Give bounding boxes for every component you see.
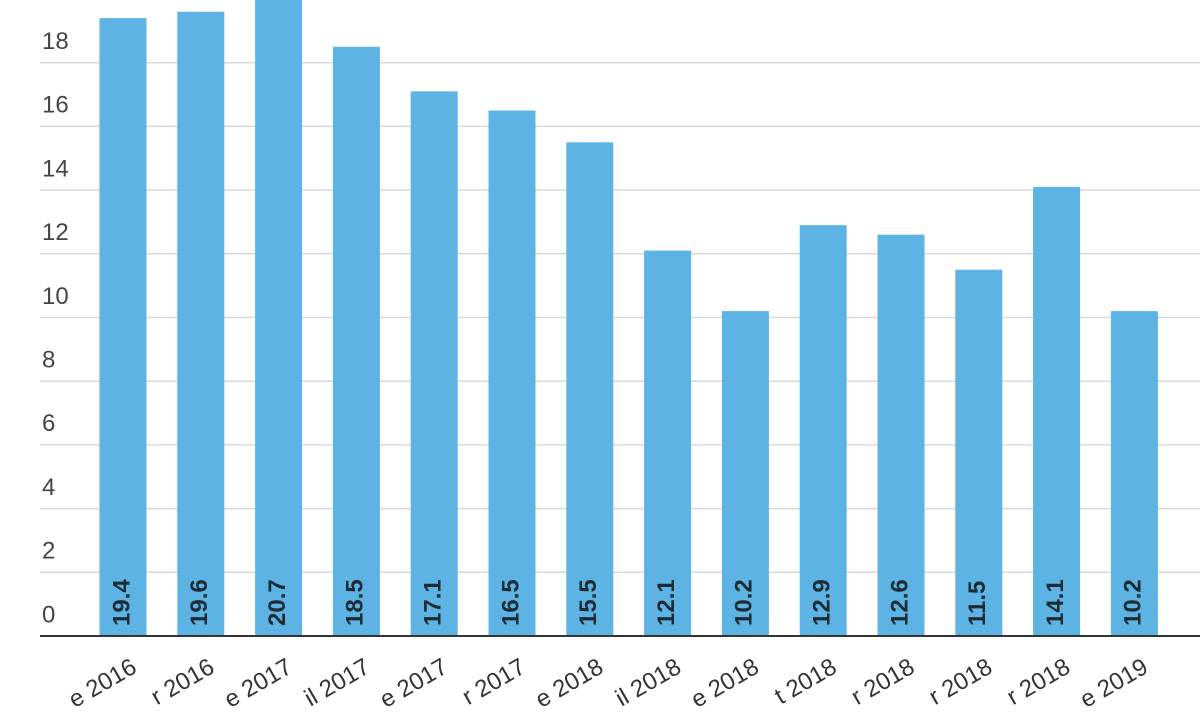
y-tick-label: 12 — [42, 219, 69, 246]
value-label: 19.4 — [108, 579, 135, 626]
x-tick-label: e 2019 — [1076, 653, 1153, 713]
bar — [488, 110, 536, 637]
x-tick-label: e 2018 — [687, 653, 764, 713]
y-tick-label: 18 — [42, 28, 69, 55]
value-label: 14.1 — [1042, 579, 1069, 626]
y-tick-label: 14 — [42, 155, 69, 182]
y-tick-label: 4 — [42, 474, 55, 501]
bar — [955, 269, 1003, 636]
x-tick-label: t 2018 — [770, 653, 841, 710]
y-tick-label: 6 — [42, 410, 55, 437]
bar — [1110, 311, 1158, 636]
bar — [177, 11, 225, 637]
bar — [644, 250, 692, 637]
value-label: 18.5 — [342, 579, 369, 626]
y-tick-label: 2 — [42, 538, 55, 565]
x-tick-label: e 2016 — [64, 653, 141, 713]
y-tick-label: 10 — [42, 283, 69, 310]
x-tick-label: il 2018 — [611, 653, 686, 712]
x-tick-label: r 2018 — [1002, 653, 1074, 710]
value-label: 12.9 — [809, 579, 836, 626]
y-tick-label: 16 — [42, 92, 69, 119]
value-label: 11.5 — [964, 581, 991, 626]
value-label: 12.6 — [886, 579, 913, 626]
x-tick-label: e 2018 — [531, 653, 608, 713]
bar — [566, 142, 614, 636]
bar — [410, 91, 458, 637]
value-label: 10.2 — [731, 579, 758, 626]
x-tick-label: r 2016 — [147, 653, 219, 710]
bar — [99, 18, 147, 637]
x-tick-label: r 2018 — [847, 653, 919, 710]
x-tick-label: e 2017 — [375, 653, 452, 713]
y-tick-label: 0 — [42, 601, 55, 628]
x-tick-label: r 2017 — [458, 653, 530, 710]
value-label: 19.6 — [186, 579, 213, 626]
value-label: 16.5 — [497, 579, 524, 626]
x-tick-label: e 2017 — [220, 653, 297, 713]
value-label: 15.5 — [575, 579, 602, 626]
bar — [1033, 186, 1081, 637]
value-label: 10.2 — [1120, 579, 1147, 626]
bar — [877, 234, 925, 636]
value-label: 20.7 — [264, 579, 291, 626]
value-label: 12.1 — [653, 579, 680, 626]
bar — [721, 311, 769, 636]
bar — [332, 46, 380, 636]
bar — [799, 225, 847, 636]
y-tick-label: 8 — [42, 347, 55, 374]
bar — [255, 0, 303, 636]
value-label: 17.1 — [420, 579, 447, 626]
x-tick-label: r 2018 — [925, 653, 997, 710]
x-tick-label: il 2017 — [300, 653, 375, 712]
